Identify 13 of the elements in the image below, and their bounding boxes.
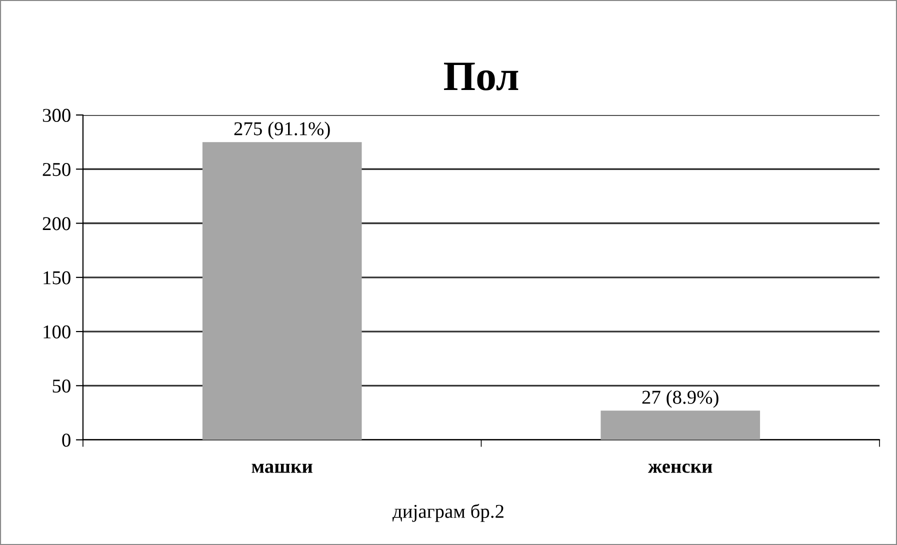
chart-title: Пол — [444, 62, 518, 90]
y-tick-label: 100 — [44, 325, 70, 338]
y-tick-label: 50 — [52, 379, 70, 393]
y-tick-label: 250 — [42, 162, 70, 176]
x-tick-label: женски — [648, 464, 712, 473]
y-tick-label: 200 — [42, 217, 70, 230]
y-tick-label: 0 — [62, 434, 70, 447]
data-label: 275 (91.1%) — [234, 122, 330, 140]
data-label: 27 (8.9%) — [642, 390, 718, 408]
y-tick-label: 150 — [44, 271, 70, 284]
x-tick-label: машки — [252, 464, 312, 473]
y-tick-label: 300 — [42, 108, 70, 122]
text: дијаграм бр.2 — [392, 504, 504, 522]
